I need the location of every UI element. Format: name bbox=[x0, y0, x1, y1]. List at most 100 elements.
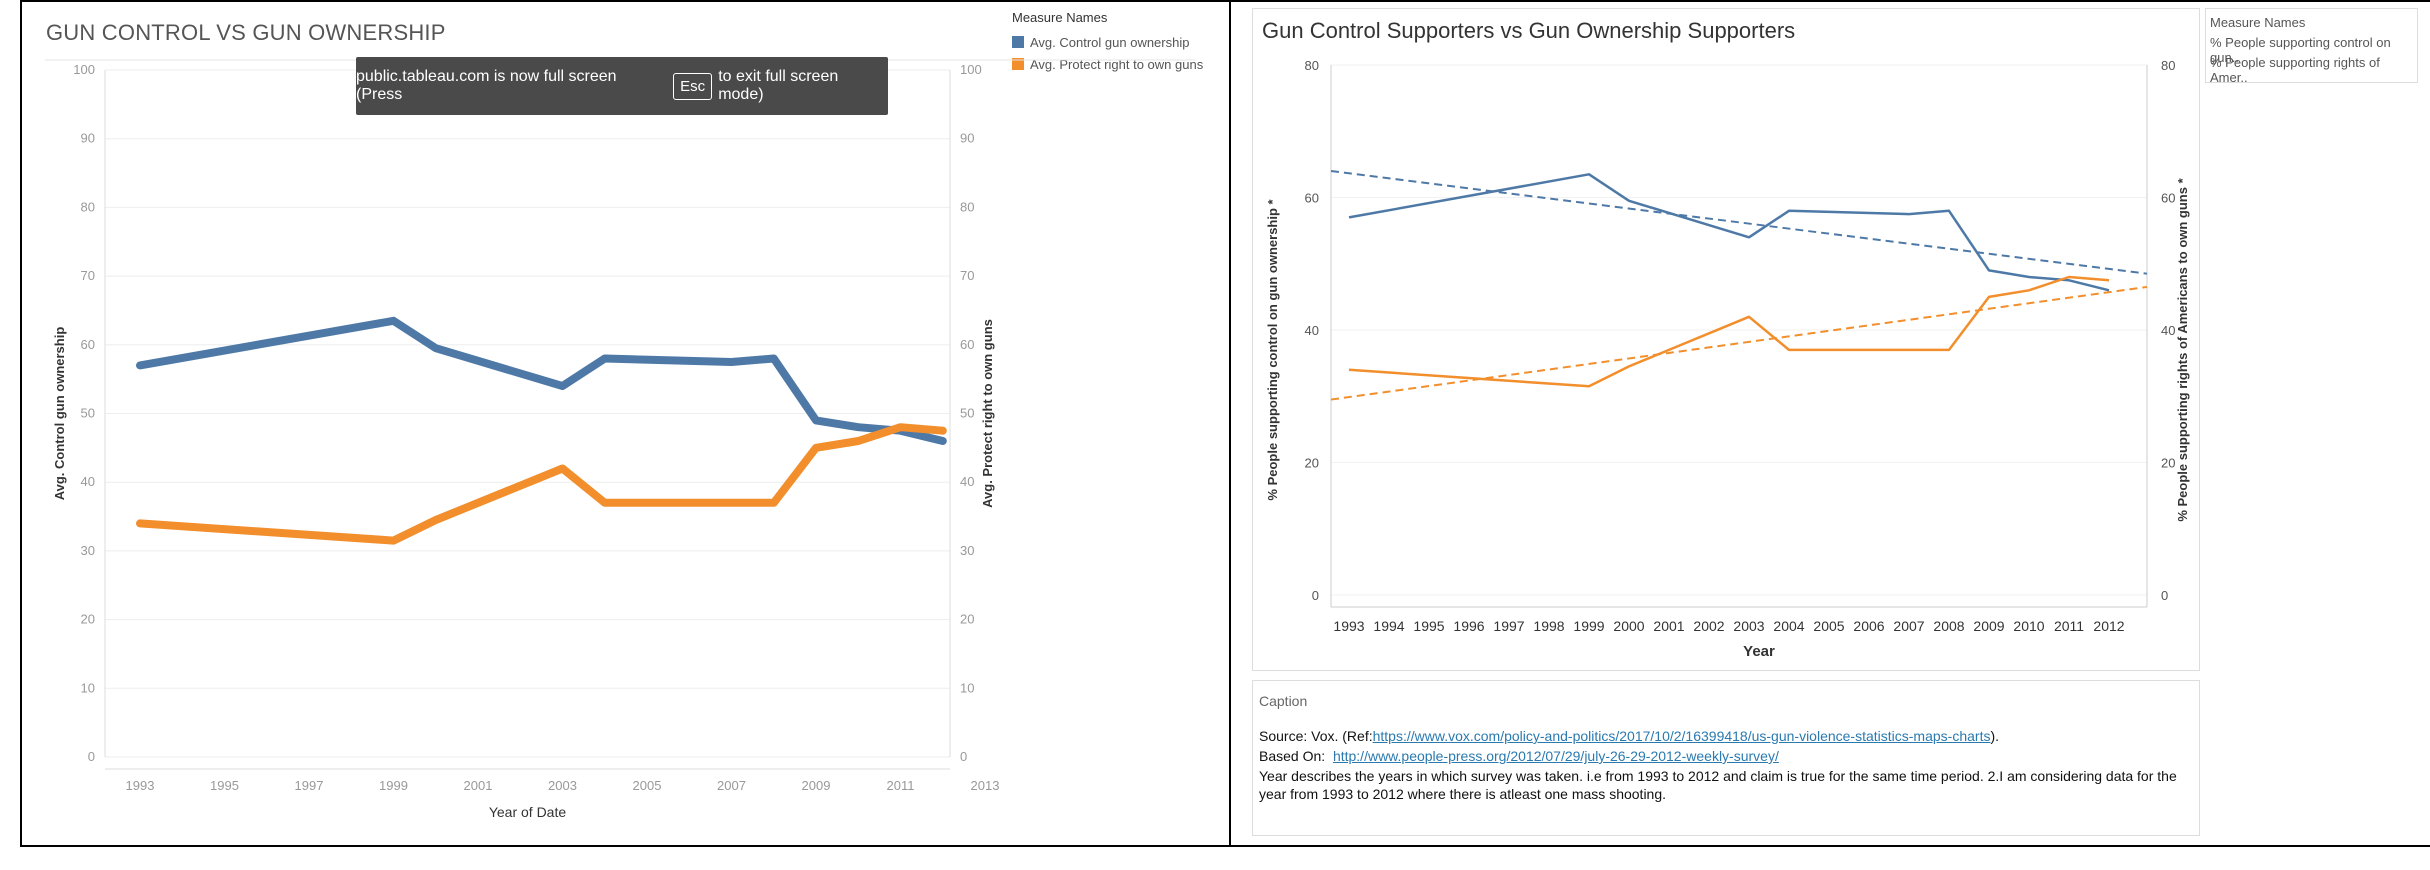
legend-label: % People supporting control on gun.. bbox=[2210, 35, 2391, 65]
y-tick-label: 40 bbox=[81, 474, 95, 489]
esc-key: Esc bbox=[673, 72, 713, 100]
trendline-rights bbox=[1330, 285, 2148, 401]
y2-tick-label: 20 bbox=[960, 612, 974, 627]
x-tick-label: 2009 bbox=[802, 778, 831, 793]
x-tick-label: 2010 bbox=[2013, 618, 2044, 634]
caption-source-suffix: ). bbox=[1990, 728, 2000, 744]
y2-tick-label: 60 bbox=[960, 337, 974, 352]
source-link[interactable]: https://www.vox.com/policy-and-politics/… bbox=[1372, 728, 1991, 744]
y2-tick-label: 10 bbox=[960, 680, 974, 695]
y2-tick-label: 20 bbox=[2161, 456, 2175, 471]
y-tick-label: 60 bbox=[81, 337, 95, 352]
series-line-rights bbox=[1348, 275, 2110, 388]
series-line-rights bbox=[136, 423, 947, 545]
right-legend[interactable]: Measure Names % People supporting contro… bbox=[2205, 8, 2418, 85]
x-axis-label: Year bbox=[1743, 643, 1775, 660]
caption-heading: Caption bbox=[1259, 693, 1308, 709]
right-chart[interactable]: 0 0 20 20 40 40 60 60 80 80 1993 1994 1995 1996 1997 19… bbox=[1231, 0, 2430, 680]
y-axis-label: Avg. Control gun ownership bbox=[52, 327, 67, 501]
toast-text: public.tableau.com is now full screen (P… bbox=[356, 68, 617, 103]
y2-tick-label: 80 bbox=[960, 199, 974, 214]
legend-item-rights[interactable]: % People supporting rights of Amer.. bbox=[2210, 55, 2413, 85]
legend-label: % People supporting rights of Amer.. bbox=[2210, 55, 2380, 85]
y2-tick-label: 60 bbox=[2161, 191, 2175, 206]
x-tick-label: 2006 bbox=[1853, 618, 1884, 634]
y2-tick-label: 50 bbox=[960, 406, 974, 421]
x-tick-label: 2002 bbox=[1693, 618, 1724, 634]
x-tick-label: 1995 bbox=[210, 778, 239, 793]
y2-tick-label: 40 bbox=[2161, 323, 2175, 338]
x-tick-label: 1997 bbox=[1493, 618, 1524, 634]
x-tick-label: 1993 bbox=[1333, 618, 1364, 634]
series-line-control bbox=[1348, 173, 2110, 292]
panel-divider bbox=[1229, 0, 1231, 847]
y2-tick-label: 100 bbox=[960, 62, 982, 77]
y2-tick-label: 40 bbox=[960, 474, 974, 489]
y-tick-label: 0 bbox=[1312, 588, 1319, 603]
y-tick-label: 60 bbox=[1305, 191, 1319, 206]
x-tick-label: 1999 bbox=[1573, 618, 1604, 634]
x-tick-label: 2007 bbox=[717, 778, 746, 793]
x-tick-label: 2000 bbox=[1613, 618, 1644, 634]
x-tick-label: 2005 bbox=[633, 778, 662, 793]
right-chart-title: Gun Control Supporters vs Gun Ownership … bbox=[1262, 18, 1796, 43]
x-tick-label: 1997 bbox=[295, 778, 324, 793]
caption-panel: Caption Source: Vox. (Ref:https://www.vo… bbox=[1252, 680, 2200, 836]
right-chart-container bbox=[1252, 8, 2200, 671]
x-tick-label: 2007 bbox=[1893, 618, 1924, 634]
y-tick-label: 0 bbox=[88, 749, 95, 764]
trendline-control bbox=[1330, 170, 2148, 275]
x-axis-label: Year of Date bbox=[489, 804, 567, 820]
y-tick-label: 80 bbox=[1305, 58, 1319, 73]
x-tick-label: 1994 bbox=[1373, 618, 1404, 634]
x-tick-label: 2008 bbox=[1933, 618, 1964, 634]
dashboard-frame bbox=[20, 0, 2430, 847]
y-tick-label: 70 bbox=[81, 268, 95, 283]
x-tick-label: 1999 bbox=[379, 778, 408, 793]
y2-tick-label: 0 bbox=[960, 749, 967, 764]
y-axis-label: % People supporting control on gun owner… bbox=[1265, 198, 1280, 500]
caption-based-line: Based On: http://www.people-press.org/20… bbox=[1259, 747, 2193, 765]
x-tick-label: 1996 bbox=[1453, 618, 1484, 634]
toast-text: to exit full screen mode) bbox=[718, 68, 839, 103]
y2-tick-label: 0 bbox=[2161, 588, 2168, 603]
legend-label: Avg. Control gun ownership bbox=[1030, 34, 1190, 50]
legend-title: Measure Names bbox=[1012, 10, 1108, 25]
based-on-link[interactable]: http://www.people-press.org/2012/07/29/j… bbox=[1332, 748, 1779, 764]
left-chart-title: GUN CONTROL VS GUN OWNERSHIP bbox=[46, 20, 446, 45]
x-tick-label: 2004 bbox=[1773, 618, 1804, 634]
y-tick-label: 80 bbox=[81, 199, 95, 214]
x-tick-label: 2003 bbox=[548, 778, 577, 793]
x-tick-label: 1998 bbox=[1533, 618, 1564, 634]
x-tick-label: 2003 bbox=[1733, 618, 1764, 634]
y-tick-label: 40 bbox=[1305, 323, 1319, 338]
legend-item-control[interactable]: % People supporting control on gun.. bbox=[2210, 35, 2413, 65]
fullscreen-toast: public.tableau.com is now full screen (P… bbox=[356, 57, 888, 115]
y-tick-label: 100 bbox=[73, 62, 95, 77]
y-tick-label: 10 bbox=[81, 680, 95, 695]
caption-source-prefix: Source: Vox. (Ref: bbox=[1259, 728, 1373, 744]
y-tick-label: 30 bbox=[81, 543, 95, 558]
y2-tick-label: 90 bbox=[960, 131, 974, 146]
x-tick-label: 2005 bbox=[1813, 618, 1844, 634]
legend-title: Measure Names bbox=[2210, 15, 2306, 30]
y-tick-label: 90 bbox=[81, 131, 95, 146]
y-tick-label: 20 bbox=[1305, 456, 1319, 471]
x-tick-label: 2009 bbox=[1973, 618, 2004, 634]
x-tick-label: 1993 bbox=[126, 778, 155, 793]
legend-swatch-blue bbox=[1012, 36, 1024, 48]
caption-note: Year describes the years in which survey… bbox=[1259, 768, 2177, 802]
x-tick-label: 2011 bbox=[887, 778, 915, 793]
caption-source-line: Source: Vox. (Ref:https://www.vox.com/po… bbox=[1259, 727, 2193, 745]
legend-swatch-orange bbox=[1012, 58, 1024, 70]
y2-tick-label: 80 bbox=[2161, 58, 2175, 73]
x-tick-label: 1995 bbox=[1413, 618, 1444, 634]
legend-item-control[interactable]: Avg. Control gun ownership bbox=[1012, 31, 1203, 53]
x-tick-label: 2011 bbox=[2054, 618, 2084, 634]
series-line-control bbox=[136, 316, 947, 445]
y-tick-label: 50 bbox=[81, 406, 95, 421]
left-chart[interactable]: 0 0 10 10 20 20 30 30 40 40 50 50 60 60 70 70 80 80 90 90 10… bbox=[0, 0, 1229, 847]
x-tick-label: 2001 bbox=[464, 778, 493, 793]
y2-tick-label: 30 bbox=[960, 543, 974, 558]
y2-axis-label: % People supporting rights of Americans … bbox=[2175, 177, 2190, 521]
